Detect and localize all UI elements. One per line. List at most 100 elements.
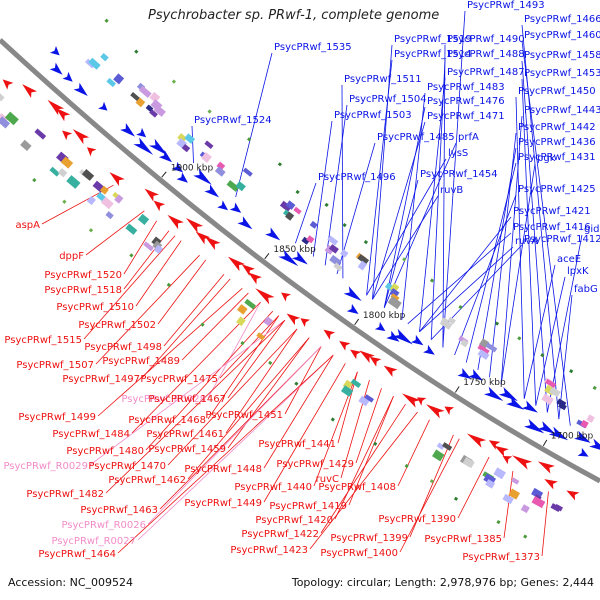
category-block	[511, 477, 520, 485]
minus-strand-gene	[22, 84, 38, 99]
category-block	[306, 235, 315, 244]
gene-label-plus: PsycPRwf_1442	[518, 122, 596, 133]
gene-label-plus: fabG	[574, 284, 598, 295]
category-block	[340, 385, 354, 397]
plus-strand-gene	[343, 286, 362, 302]
gene-label-minus: PsycPRwf_1498	[84, 342, 162, 353]
minus-strand-gene	[185, 217, 204, 234]
label-connector	[89, 319, 286, 466]
label-connector	[341, 84, 344, 279]
category-block	[138, 85, 152, 99]
label-connector	[191, 125, 194, 164]
kbp-ticks: 1900 kbp 1850 kbp 1800 kbp 1750 kbp 1700 kbp	[161, 164, 593, 447]
category-block	[580, 419, 589, 429]
minus-strand-gene	[426, 404, 445, 419]
label-connector	[83, 235, 176, 340]
minus-strand-gene	[281, 292, 291, 302]
category-block	[49, 166, 60, 177]
minus-strand-gene	[56, 108, 71, 122]
category-block	[66, 175, 81, 189]
label-connector	[340, 379, 370, 479]
gc-tick	[32, 177, 37, 183]
label-connector	[372, 195, 439, 300]
category-block	[0, 116, 11, 129]
gene-label-plus: PsycPRwf_1450	[518, 86, 596, 97]
label-connector	[141, 278, 231, 379]
gc-tick	[104, 18, 109, 23]
gene-label-plus: PsycPRwf_1476	[427, 96, 505, 107]
label-connector	[284, 346, 322, 415]
gene-label-plus: PsycPRwf_1421	[513, 206, 591, 217]
gene-label-plus: PsycPRwf_1504	[349, 94, 427, 105]
label-connector	[454, 194, 517, 356]
gene-label-plus: ruvA	[515, 236, 538, 247]
label-connector	[235, 52, 273, 198]
gene-label-minus: PsycPRwf_1422	[241, 529, 319, 540]
plus-strand-gene	[229, 202, 242, 213]
gene-label-plus: gidB	[584, 224, 600, 235]
gene-label-plus: lysS	[448, 148, 468, 159]
map-title: Psychrobacter sp. PRwf-1, complete genom…	[148, 8, 440, 23]
gene-label-plus: PsycPRwf_1485	[377, 132, 455, 143]
gene-label-minus: PsycPRwf_1441	[258, 439, 336, 450]
label-connector	[503, 470, 514, 539]
minus-strand-gene	[167, 214, 184, 230]
category-block	[357, 254, 370, 265]
label-connector	[207, 315, 280, 420]
gene-label-minus: PsycPRwf_1461	[146, 429, 224, 440]
category-block	[357, 260, 368, 271]
minus-strand-gene	[512, 455, 533, 470]
plus-strand-gene	[483, 386, 504, 401]
gene-label-plus: lpxK	[567, 266, 589, 277]
gene-label-minus: PsycPRwf_1475	[140, 374, 218, 385]
label-connector	[320, 403, 406, 534]
category-block	[235, 181, 246, 192]
category-block	[531, 487, 544, 499]
category-block	[100, 53, 109, 62]
plus-strand-gene	[120, 122, 136, 137]
kbp-tick-label: 1800 kbp	[363, 311, 406, 321]
gene-label-plus: PsycPRwf_1471	[427, 111, 505, 122]
gc-tick	[240, 341, 245, 346]
gene-label-minus: dppF	[59, 251, 84, 262]
label-connector	[105, 319, 286, 494]
category-block	[244, 298, 256, 310]
gene-label-plus: PsycPRwf_1524	[194, 115, 272, 126]
plus-strand-gene	[217, 200, 229, 211]
category-block	[558, 402, 567, 411]
plus-strand-gene	[548, 426, 569, 441]
category-block	[236, 316, 246, 327]
category-block	[460, 339, 469, 348]
gc-tick	[294, 381, 299, 386]
category-block	[358, 395, 370, 407]
gc-tick	[540, 353, 545, 358]
minus-strand-gene	[537, 461, 555, 474]
gc-tick	[592, 385, 597, 390]
label-connector	[399, 438, 460, 553]
plus-strand-gene	[498, 386, 518, 402]
minus-strand-gene	[286, 313, 301, 326]
gene-label-plus: PsycPRwf_1416	[513, 222, 591, 233]
category-block	[485, 342, 498, 353]
gc-tick	[342, 223, 347, 228]
label-connector	[407, 232, 512, 325]
label-connector	[85, 210, 145, 256]
label-connector	[163, 274, 225, 347]
gene-label-plus: pgk	[537, 153, 556, 164]
minus-strand-gene	[248, 272, 262, 285]
minus-strand-gene	[350, 349, 362, 360]
gene-label-minus: aspA	[15, 220, 40, 231]
category-block	[364, 394, 374, 403]
gene-label-minus: PsycPRwf_1520	[44, 270, 122, 281]
minus-strand-gene	[62, 130, 73, 141]
gc-tick	[62, 199, 67, 204]
gene-label-minus: ruvC	[316, 474, 339, 485]
gc-tick	[324, 202, 329, 208]
category-block	[502, 493, 514, 505]
label-connector	[312, 120, 333, 257]
minus-strand-gene	[544, 479, 558, 490]
category-block	[125, 223, 138, 235]
plus-strand-gene	[468, 369, 484, 381]
gc-tick	[517, 336, 522, 341]
category-block	[520, 504, 530, 514]
